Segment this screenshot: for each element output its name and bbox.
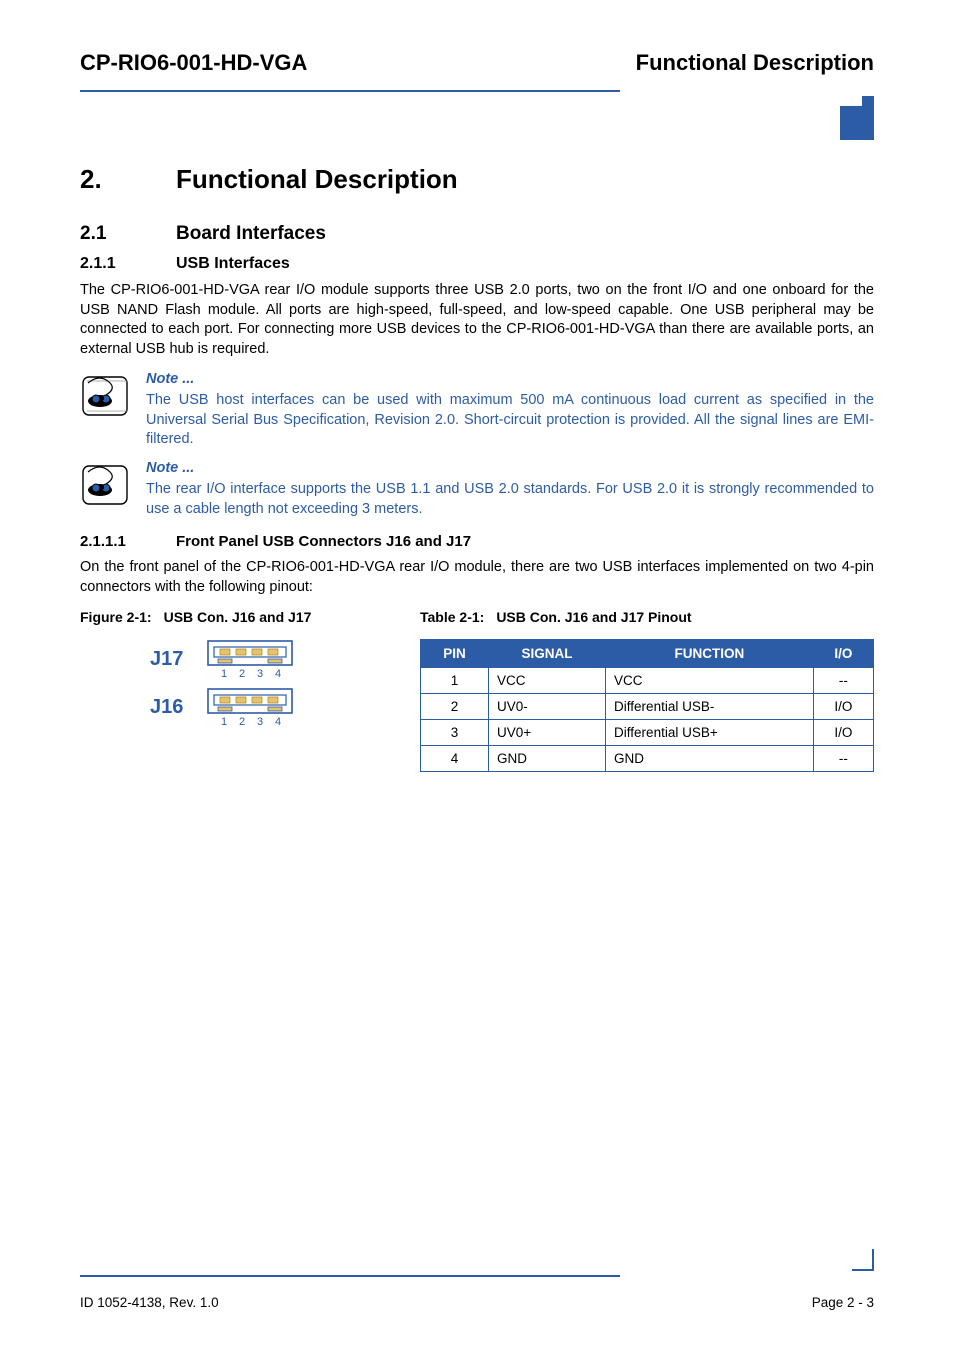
connector-icon: 1 2 3 4 xyxy=(206,687,298,727)
connector-icon: 1 2 3 4 xyxy=(206,639,298,679)
connector-label: J17 xyxy=(150,648,194,671)
table-caption-text: USB Con. J16 and J17 Pinout xyxy=(496,609,691,625)
note-block-1: Note ... The USB host interfaces can be … xyxy=(80,371,874,450)
header-right: Functional Description xyxy=(636,50,874,76)
note-title: Note ... xyxy=(146,460,874,476)
section-number: 2.1 xyxy=(80,223,176,245)
table-cell: VCC xyxy=(489,668,606,694)
header-rule xyxy=(80,90,620,92)
chapter-number: 2. xyxy=(80,164,176,195)
subsection-title: USB Interfaces xyxy=(176,255,290,272)
subsubsection-heading: 2.1.1.1Front Panel USB Connectors J16 an… xyxy=(80,533,874,550)
table-row: 4GNDGND-- xyxy=(421,746,874,772)
paragraph-front-panel: On the front panel of the CP-RIO6-001-HD… xyxy=(80,558,874,597)
table-cell: Differential USB+ xyxy=(606,720,814,746)
figure-caption: Figure 2-1: USB Con. J16 and J17 xyxy=(80,609,380,625)
note-body: The USB host interfaces can be used with… xyxy=(146,391,874,450)
svg-text:1: 1 xyxy=(221,716,227,727)
svg-text:3: 3 xyxy=(257,716,263,727)
table-header-cell: I/O xyxy=(813,640,873,668)
chapter-title: Functional Description xyxy=(176,164,458,194)
svg-text:1: 1 xyxy=(221,668,227,679)
note-icon xyxy=(80,460,132,512)
table-cell: UV0+ xyxy=(489,720,606,746)
table-caption: Table 2-1: USB Con. J16 and J17 Pinout xyxy=(420,609,874,625)
table-cell: 3 xyxy=(421,720,489,746)
footer-corner-icon xyxy=(852,1249,874,1271)
table-header-cell: SIGNAL xyxy=(489,640,606,668)
subsection-heading: 2.1.1USB Interfaces xyxy=(80,255,874,273)
table-header-row: PINSIGNALFUNCTIONI/O xyxy=(421,640,874,668)
connector-row: J16 1 2 3 4 xyxy=(150,687,380,727)
table-cell: -- xyxy=(813,746,873,772)
table-cell: I/O xyxy=(813,720,873,746)
chapter-heading: 2.Functional Description xyxy=(80,164,874,195)
svg-text:2: 2 xyxy=(239,716,245,727)
table-row: 2UV0-Differential USB-I/O xyxy=(421,694,874,720)
svg-text:4: 4 xyxy=(275,716,281,727)
table-header-cell: PIN xyxy=(421,640,489,668)
subsection-number: 2.1.1 xyxy=(80,255,176,273)
footer-rule xyxy=(80,1275,620,1277)
pinout-table: PINSIGNALFUNCTIONI/O 1VCCVCC--2UV0-Diffe… xyxy=(420,639,874,772)
subsubsection-number: 2.1.1.1 xyxy=(80,533,176,550)
table-cell: UV0- xyxy=(489,694,606,720)
table-cell: VCC xyxy=(606,668,814,694)
table-header-cell: FUNCTION xyxy=(606,640,814,668)
footer-left: ID 1052-4138, Rev. 1.0 xyxy=(80,1295,219,1310)
table-cell: GND xyxy=(606,746,814,772)
table-cell: 1 xyxy=(421,668,489,694)
page-header: CP-RIO6-001-HD-VGA Functional Descriptio… xyxy=(80,50,874,76)
table-row: 3UV0+Differential USB+I/O xyxy=(421,720,874,746)
note-body: The rear I/O interface supports the USB … xyxy=(146,480,874,519)
connector-figure: J17 1 2 3 4 J16 1 2 3 4 xyxy=(150,639,380,727)
table-cell: I/O xyxy=(813,694,873,720)
section-heading: 2.1Board Interfaces xyxy=(80,223,874,245)
header-left: CP-RIO6-001-HD-VGA xyxy=(80,50,307,76)
table-cell: Differential USB- xyxy=(606,694,814,720)
connector-label: J16 xyxy=(150,696,194,719)
figure-label: Figure 2-1: xyxy=(80,609,152,625)
svg-text:3: 3 xyxy=(257,668,263,679)
footer-right: Page 2 - 3 xyxy=(812,1295,874,1310)
subsubsection-title: Front Panel USB Connectors J16 and J17 xyxy=(176,533,471,550)
table-cell: 4 xyxy=(421,746,489,772)
table-cell: GND xyxy=(489,746,606,772)
page-footer: ID 1052-4138, Rev. 1.0 Page 2 - 3 xyxy=(80,1275,874,1310)
paragraph-usb-overview: The CP-RIO6-001-HD-VGA rear I/O module s… xyxy=(80,281,874,359)
figure-caption-text: USB Con. J16 and J17 xyxy=(164,609,312,625)
section-title: Board Interfaces xyxy=(176,223,326,244)
note-block-2: Note ... The rear I/O interface supports… xyxy=(80,460,874,519)
table-row: 1VCCVCC-- xyxy=(421,668,874,694)
table-cell: -- xyxy=(813,668,873,694)
table-cell: 2 xyxy=(421,694,489,720)
note-title: Note ... xyxy=(146,371,874,387)
svg-text:4: 4 xyxy=(275,668,281,679)
table-label: Table 2-1: xyxy=(420,609,484,625)
note-icon xyxy=(80,371,132,423)
connector-row: J17 1 2 3 4 xyxy=(150,639,380,679)
corner-decoration-icon xyxy=(830,96,874,140)
svg-text:2: 2 xyxy=(239,668,245,679)
